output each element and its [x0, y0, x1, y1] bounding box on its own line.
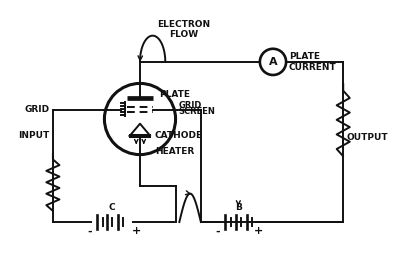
Text: C: C	[108, 203, 115, 211]
Text: -: -	[215, 226, 220, 236]
Text: +: +	[254, 226, 264, 236]
Text: PLATE: PLATE	[159, 90, 190, 99]
Text: PLATE
CURRENT: PLATE CURRENT	[289, 52, 337, 72]
Text: INPUT: INPUT	[18, 131, 49, 140]
Text: OUTPUT: OUTPUT	[347, 133, 389, 142]
Text: A: A	[269, 57, 277, 67]
Text: B: B	[235, 203, 242, 211]
Text: -: -	[87, 226, 92, 236]
Text: GRID: GRID	[24, 105, 49, 114]
Text: HEATER: HEATER	[155, 147, 194, 156]
Text: SCREEN: SCREEN	[178, 107, 215, 116]
Text: +: +	[132, 226, 141, 236]
Text: GRID: GRID	[178, 101, 202, 110]
Circle shape	[260, 49, 286, 75]
Text: CATHODE: CATHODE	[154, 131, 202, 140]
Text: ELECTRON
FLOW: ELECTRON FLOW	[158, 20, 211, 39]
